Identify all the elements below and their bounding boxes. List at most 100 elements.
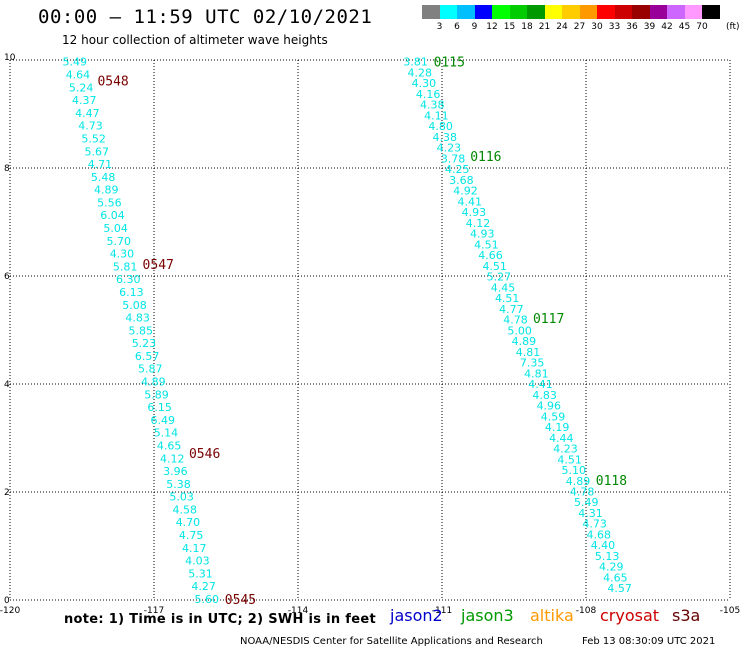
wave-height-label: 4.83	[125, 312, 150, 325]
wave-height-label: 4.92	[453, 185, 478, 198]
x-tick-label: -114	[288, 606, 309, 616]
wave-height-label: 4.17	[182, 542, 207, 555]
legend-item-altika: altika	[530, 606, 574, 625]
wave-height-label: 4.73	[582, 518, 607, 531]
wave-height-label: 4.38	[432, 131, 457, 144]
wave-height-label: 4.70	[176, 516, 201, 529]
wave-height-label: 4.31	[578, 507, 603, 520]
color-swatch	[562, 5, 580, 19]
wave-height-label: 4.66	[478, 249, 503, 262]
legend-item-jason3: jason3	[461, 606, 514, 625]
wave-height-label: 5.08	[122, 299, 147, 312]
color-scale-label: 42	[661, 22, 673, 32]
color-scale-label: 21	[538, 22, 551, 32]
color-scale-label: 12	[486, 22, 498, 32]
wave-height-label: 5.56	[97, 196, 122, 209]
x-tick-label: -111	[432, 606, 452, 616]
wave-height-label: 5.67	[85, 145, 110, 158]
color-scale-label: 36	[626, 22, 638, 32]
wave-height-label: 5.70	[107, 235, 132, 248]
wave-height-label: 4.65	[157, 439, 182, 452]
wave-height-label: 4.51	[482, 260, 507, 273]
wave-height-label: 5.60	[195, 593, 220, 606]
wave-height-label: 5.23	[132, 337, 157, 350]
color-swatch	[439, 5, 457, 19]
color-scale-label: 30	[591, 22, 603, 32]
wave-height-label: 4.45	[491, 281, 516, 294]
wave-height-label: 5.49	[574, 496, 599, 509]
color-scale-label: 18	[521, 22, 533, 32]
x-tick-label: -120	[0, 606, 20, 616]
wave-height-label: 4.78	[570, 485, 595, 498]
color-swatch	[579, 5, 597, 19]
wave-height-label: 3.78	[441, 152, 466, 165]
color-swatch	[457, 5, 475, 19]
legend-item-jason2: jason2	[390, 606, 443, 625]
y-tick-label: 8	[4, 164, 10, 174]
color-scale-label: 3	[436, 22, 443, 32]
wave-height-label: 3.96	[163, 465, 188, 478]
wave-height-label: 4.89	[94, 184, 119, 197]
time-label: 0547	[143, 258, 174, 273]
wave-height-label: 4.89	[512, 335, 537, 348]
wave-height-label: 4.93	[462, 206, 487, 219]
wave-height-label: 4.38	[420, 99, 445, 112]
wave-height-label: 4.27	[191, 580, 216, 593]
wave-height-label: 5.48	[91, 171, 116, 184]
wave-height-label: 4.25	[445, 163, 470, 176]
color-scale-label: 15	[503, 22, 516, 32]
color-swatch	[684, 5, 702, 19]
color-swatch	[492, 5, 510, 19]
chart-title: 00:00 – 11:59 UTC 02/10/2021	[38, 6, 373, 28]
wave-height-label: 4.51	[495, 292, 520, 305]
wave-height-label: 4.28	[408, 66, 433, 79]
color-scale-label: 6	[454, 22, 460, 32]
wave-height-label: 4.96	[537, 400, 562, 413]
wave-height-label: 5.04	[103, 222, 128, 235]
legend-item-cryosat: cryosat	[600, 606, 660, 625]
wave-height-label: 4.68	[587, 528, 612, 541]
chart-subtitle: 12 hour collection of altimeter wave hei…	[62, 33, 328, 47]
color-scale-label: 70	[696, 22, 708, 32]
wave-height-label: 4.73	[78, 120, 103, 133]
y-tick-label: 4	[4, 380, 10, 390]
color-scale-label: 27	[573, 22, 586, 32]
y-tick-label: 6	[4, 272, 10, 282]
wave-height-label: 6.30	[116, 273, 141, 286]
footer-note: note: 1) Time is in UTC; 2) SWH is in fe…	[64, 612, 376, 627]
credit-text: NOAA/NESDIS Center for Satellite Applica…	[240, 636, 543, 647]
color-scale-label: 9	[471, 22, 478, 32]
wave-height-label: 4.41	[528, 378, 553, 391]
color-swatch	[527, 5, 545, 19]
color-scale-unit: (ft)	[726, 22, 740, 32]
wave-height-label: 4.19	[545, 421, 570, 434]
color-swatch	[474, 5, 492, 19]
wave-height-label: 4.89	[566, 475, 591, 488]
wave-height-label: 6.57	[135, 350, 160, 363]
wave-height-label: 5.13	[595, 550, 620, 563]
wave-height-label: 4.78	[503, 314, 528, 327]
wave-height-label: 4.12	[466, 217, 491, 230]
color-swatch	[649, 5, 667, 19]
wave-height-label: 5.14	[154, 427, 179, 440]
wave-height-label: 5.24	[69, 81, 94, 94]
color-swatch	[667, 5, 685, 19]
wave-height-label: 3.68	[449, 174, 474, 187]
wave-height-label: 4.30	[412, 77, 437, 90]
color-scale-labels: 3 6 9 12 15 18 21 24 27 30 33 36 39 42 45 70	[422, 22, 740, 34]
wave-height-label: 4.40	[591, 539, 616, 552]
wave-height-label: 4.77	[499, 303, 524, 316]
color-swatch	[544, 5, 562, 19]
wave-height-label: 5.38	[166, 478, 191, 491]
wave-height-label: 4.75	[179, 529, 204, 542]
x-tick-label: -117	[144, 606, 164, 616]
wave-height-label: 5.31	[188, 567, 213, 580]
y-tick-label: 2	[4, 488, 10, 498]
color-swatch	[614, 5, 632, 19]
wave-height-label: 4.47	[75, 107, 100, 120]
color-swatch	[422, 5, 440, 19]
wave-height-label: 5.52	[81, 132, 106, 145]
color-swatch	[509, 5, 527, 19]
wave-height-label: 5.49	[63, 56, 88, 69]
